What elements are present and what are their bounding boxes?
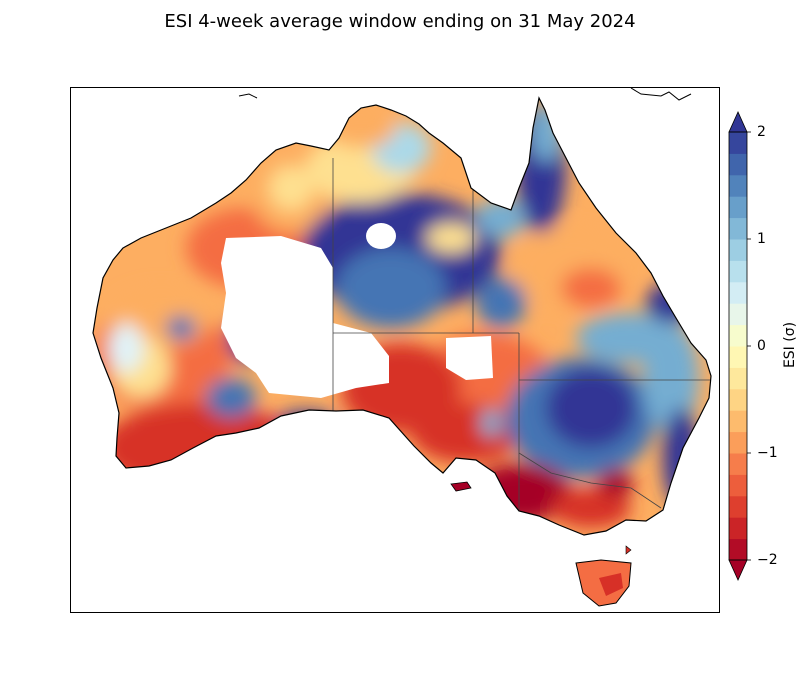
colorbar [728, 111, 751, 581]
colorbar-band [729, 153, 747, 176]
colorbar-tick-label: −2 [757, 552, 778, 568]
colorbar-label: ESI (σ) [782, 321, 798, 369]
colorbar-band [729, 538, 747, 561]
colorbar-band [729, 517, 747, 540]
no-data-region-west [221, 236, 389, 398]
colorbar-band [729, 260, 747, 283]
colorbar-tick-label: −1 [757, 445, 778, 461]
colorbar-band [729, 346, 747, 368]
colorbar-band [729, 132, 747, 154]
colorbar-band [729, 196, 747, 219]
bass-strait-island [625, 545, 632, 555]
no-data-region-north [366, 223, 396, 249]
colorbar-tick-label: 1 [757, 231, 766, 247]
colorbar-band [729, 281, 747, 304]
colorbar-band [729, 367, 747, 390]
australia-esi-map [92, 88, 712, 607]
tasmania-shading [599, 573, 623, 596]
colorbar-band [729, 495, 747, 518]
map-frame [70, 87, 720, 613]
colorbar-extend-bottom [728, 559, 748, 581]
colorbar-band [729, 324, 747, 347]
colorbar-band [729, 174, 747, 197]
kangaroo-island [450, 481, 472, 492]
state-borders [332, 158, 711, 528]
page-title: ESI 4-week average window ending on 31 M… [164, 11, 636, 32]
colorbar-tick-label: 2 [757, 124, 766, 140]
new-guinea-coast [630, 88, 692, 101]
colorbar-band [729, 388, 747, 411]
colorbar-band [729, 431, 747, 454]
timor-coast [238, 93, 258, 99]
main-land-shading [93, 98, 711, 535]
colorbar-band [729, 303, 747, 326]
colorbar-band [729, 239, 747, 261]
colorbar-band [729, 410, 747, 433]
colorbar-band [729, 474, 747, 497]
colorbar-band [729, 453, 747, 475]
colorbar-extend-top [728, 111, 748, 133]
colorbar-tick-label: 0 [757, 338, 766, 354]
colorbar-band [729, 217, 747, 240]
no-data-region-central [446, 336, 493, 380]
